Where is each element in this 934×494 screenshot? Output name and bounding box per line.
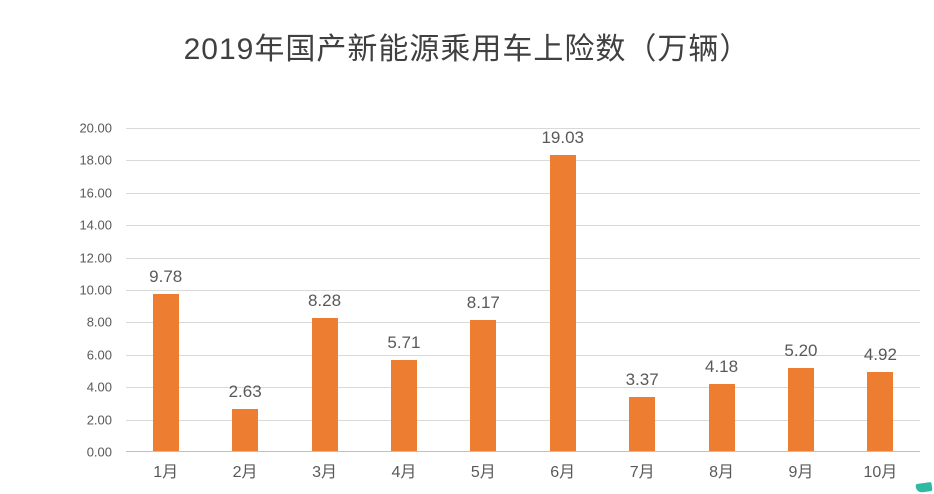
corner-artifact xyxy=(915,481,933,494)
gridline xyxy=(126,387,920,389)
bar-1月 xyxy=(152,293,179,452)
x-tick-label: 9月 xyxy=(788,464,814,481)
y-tick-label: 10.00 xyxy=(79,282,112,298)
bar-value-label: 3.37 xyxy=(625,370,659,390)
gridline xyxy=(126,128,920,129)
x-tick-label: 10月 xyxy=(863,464,898,481)
gridline xyxy=(126,192,920,194)
x-tick-label: 3月 xyxy=(312,464,337,481)
bar-column: 8.17 xyxy=(444,128,523,452)
bar-series: 9.78 2.63 8.28 5.71 8.17 19.03 3.37 4.18 5.20 4.9… xyxy=(126,128,920,452)
bar-value-label: 5.71 xyxy=(387,332,421,352)
bar-2月 xyxy=(232,409,259,452)
y-tick-label: 18.00 xyxy=(79,152,112,168)
x-tick-label: 2月 xyxy=(232,464,258,481)
bar-column: 4.18 xyxy=(682,128,761,452)
y-tick-label: 14.00 xyxy=(79,217,112,233)
gridline xyxy=(126,225,920,227)
bar-column: 2.63 xyxy=(205,128,284,452)
bar-value-label: 19.03 xyxy=(541,128,584,147)
bar-column: 3.37 xyxy=(602,128,681,452)
bar-3月 xyxy=(311,317,338,452)
y-tick-label: 6.00 xyxy=(86,347,112,363)
y-axis: 0.00 2.00 4.00 6.00 8.00 10.00 12.00 14.00 16.00… xyxy=(0,121,118,460)
x-tick-label: 5月 xyxy=(470,464,496,481)
bar-value-label: 8.17 xyxy=(466,292,500,312)
gridline xyxy=(126,160,920,162)
bar-value-label: 2.63 xyxy=(228,382,262,402)
gridline xyxy=(126,419,920,421)
bar-4月 xyxy=(390,359,417,452)
gridline xyxy=(126,290,920,291)
x-tick-label: 6月 xyxy=(550,464,576,481)
y-tick-label: 8.00 xyxy=(86,314,112,330)
bar-value-label: 5.20 xyxy=(784,340,818,360)
y-tick-label: 4.00 xyxy=(86,379,112,395)
bar-5月 xyxy=(470,319,497,452)
bar-value-label: 4.18 xyxy=(705,357,739,377)
bar-7月 xyxy=(629,397,656,452)
y-tick-label: 2.00 xyxy=(86,412,112,428)
gridline xyxy=(126,257,920,259)
gridline xyxy=(126,354,920,356)
bar-column: 9.78 xyxy=(126,128,205,452)
bar-value-label: 9.78 xyxy=(149,266,183,286)
plot-area: 9.78 2.63 8.28 5.71 8.17 19.03 3.37 4.18 5.20 4.9… xyxy=(126,128,920,452)
bar-value-label: 8.28 xyxy=(307,290,342,310)
y-tick-label: 12.00 xyxy=(79,250,112,266)
x-tick-label: 1月 xyxy=(153,464,179,481)
chart-title: 2019年国产新能源乘用车上险数（万辆） xyxy=(183,33,751,66)
y-tick-label: 16.00 xyxy=(79,185,112,201)
bar-value-label: 4.92 xyxy=(863,345,897,365)
bar-8月 xyxy=(708,384,735,452)
y-tick-label: 0.00 xyxy=(86,444,112,460)
x-axis: 1月 2月 3月 4月 5月 6月 7月 8月 9月 10月 xyxy=(126,458,920,482)
y-tick-label: 20.00 xyxy=(79,120,112,136)
bar-column: 5.71 xyxy=(364,128,443,452)
bar-column: 5.20 xyxy=(761,128,840,452)
x-tick-label: 4月 xyxy=(391,464,417,481)
bar-6月 xyxy=(549,155,576,452)
x-tick-label: 7月 xyxy=(629,464,655,481)
bar-column: 8.28 xyxy=(285,128,364,452)
gridline xyxy=(126,322,920,324)
bar-column: 19.03 xyxy=(523,128,602,452)
bar-column: 4.92 xyxy=(841,128,920,452)
bar-9月 xyxy=(787,367,814,452)
x-tick-label: 8月 xyxy=(709,464,734,481)
bar-10月 xyxy=(867,372,894,452)
x-axis-line xyxy=(126,451,920,452)
